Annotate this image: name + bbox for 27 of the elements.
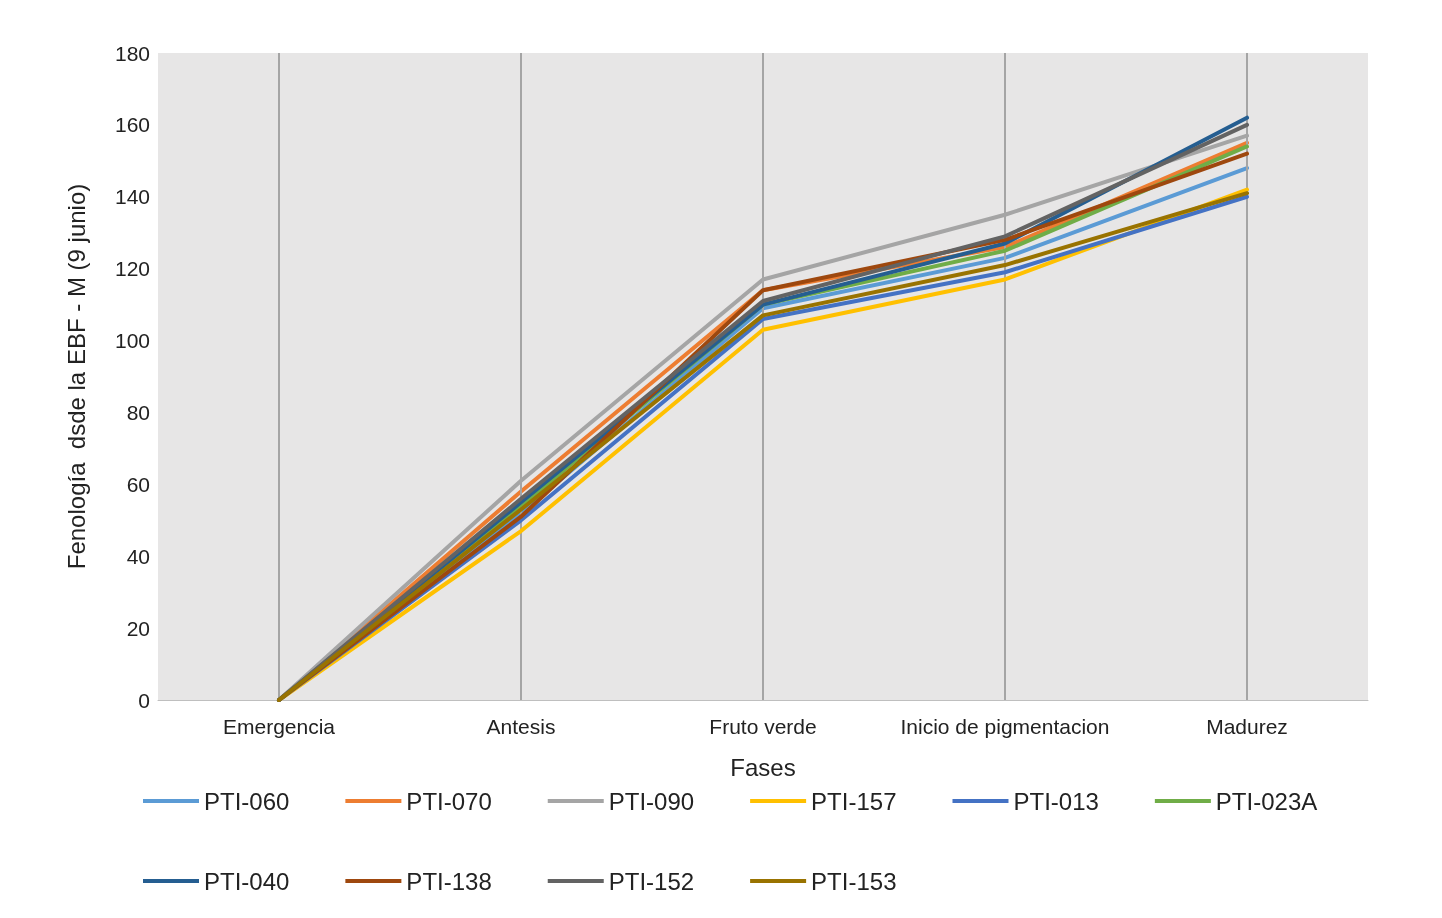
y-tick-label: 60 bbox=[126, 472, 150, 496]
x-tick-label: Fruto verde bbox=[709, 715, 817, 738]
y-tick-label: 40 bbox=[126, 544, 150, 568]
y-tick-label: 20 bbox=[126, 616, 150, 640]
y-tick-label: 180 bbox=[114, 41, 150, 65]
y-tick-label: 120 bbox=[114, 257, 150, 281]
x-tick-label: Madurez bbox=[1206, 715, 1288, 738]
legend-label: PTI-090 bbox=[608, 787, 695, 815]
legend-label: PTI-060 bbox=[204, 787, 290, 815]
legend-label: PTI-023A bbox=[1215, 787, 1318, 815]
y-axis-title: Fenología dsde la EBF - M (9 junio) bbox=[62, 183, 90, 570]
x-tick-label: Inicio de pigmentacion bbox=[900, 715, 1110, 738]
legend-label: PTI-157 bbox=[811, 787, 897, 815]
y-tick-label: 140 bbox=[114, 185, 150, 209]
legend-label: PTI-152 bbox=[608, 867, 695, 895]
y-tick-label: 160 bbox=[114, 113, 150, 137]
legend-label: PTI-138 bbox=[406, 867, 492, 895]
x-tick-label: Antesis bbox=[486, 715, 556, 738]
y-tick-label: 100 bbox=[114, 329, 150, 353]
legend-label: PTI-070 bbox=[406, 787, 492, 815]
legend-label: PTI-040 bbox=[204, 867, 290, 895]
y-tick-label: 0 bbox=[138, 688, 150, 712]
y-tick-label: 80 bbox=[126, 400, 150, 424]
legend-label: PTI-013 bbox=[1013, 787, 1099, 815]
x-tick-label: Emergencia bbox=[222, 715, 336, 738]
legend-label: PTI-153 bbox=[811, 867, 897, 895]
x-axis-title: Fases bbox=[730, 753, 796, 781]
